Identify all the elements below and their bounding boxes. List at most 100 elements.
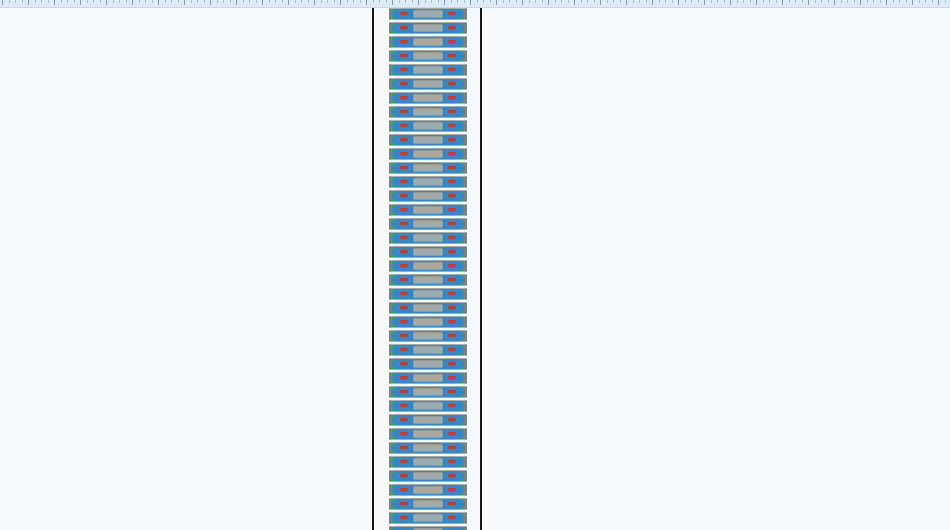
rack-rail-left[interactable]: [372, 8, 374, 530]
rack-unit[interactable]: [389, 498, 467, 510]
ruler-tick: [613, 0, 614, 3]
rack-unit[interactable]: [389, 190, 467, 202]
glue-point-icon: [462, 31, 464, 33]
rack-unit[interactable]: [389, 302, 467, 314]
ruler-tick: [789, 0, 790, 3]
glue-point-icon: [392, 157, 394, 159]
rack-unit[interactable]: [389, 134, 467, 146]
unit-ear-left: [389, 121, 392, 131]
unit-ear-left: [389, 331, 392, 341]
rack-unit[interactable]: [389, 442, 467, 454]
rack-unit[interactable]: [389, 176, 467, 188]
glue-point-icon: [392, 317, 394, 319]
ruler-tick: [256, 0, 257, 3]
rack-unit[interactable]: [389, 428, 467, 440]
glue-point-icon: [462, 339, 464, 341]
led-indicator-right: [448, 166, 456, 169]
rack-unit[interactable]: [389, 526, 467, 530]
unit-ear-left: [389, 79, 392, 89]
glue-point-icon: [462, 255, 464, 257]
glue-point-icon: [462, 345, 464, 347]
rack-unit[interactable]: [389, 484, 467, 496]
ruler-tick: [698, 0, 699, 3]
ruler-tick: [938, 0, 939, 5]
led-indicator-left: [400, 68, 408, 71]
led-indicator-left: [400, 446, 408, 449]
glue-point-icon: [462, 247, 464, 249]
rack-unit[interactable]: [389, 120, 467, 132]
led-indicator-left: [400, 376, 408, 379]
rack-unit[interactable]: [389, 316, 467, 328]
ruler-tick: [9, 0, 10, 3]
ruler-tick: [587, 0, 588, 3]
ruler-tick: [919, 0, 920, 3]
glue-point-icon: [392, 423, 394, 425]
rack-unit[interactable]: [389, 456, 467, 468]
rack-unit[interactable]: [389, 92, 467, 104]
ruler-tick: [438, 0, 439, 3]
glue-point-icon: [392, 107, 394, 109]
unit-ear-left: [389, 415, 392, 425]
led-indicator-right: [448, 26, 456, 29]
glue-point-icon: [462, 437, 464, 439]
rack-rail-right[interactable]: [480, 8, 482, 530]
rack-unit[interactable]: [389, 232, 467, 244]
rack-unit[interactable]: [389, 78, 467, 90]
glue-point-icon: [392, 255, 394, 257]
rack-unit[interactable]: [389, 344, 467, 356]
rack-unit[interactable]: [389, 64, 467, 76]
glue-point-icon: [392, 283, 394, 285]
unit-ear-left: [389, 345, 392, 355]
unit-ear-right: [464, 149, 467, 159]
drawing-canvas[interactable]: [0, 8, 950, 530]
rack-unit[interactable]: [389, 274, 467, 286]
rack-unit[interactable]: [389, 204, 467, 216]
rack-unit[interactable]: [389, 386, 467, 398]
ruler-tick: [282, 0, 283, 3]
ruler-tick: [340, 0, 341, 5]
glue-point-icon: [392, 143, 394, 145]
glue-point-icon: [462, 163, 464, 165]
led-indicator-right: [448, 68, 456, 71]
horizontal-ruler[interactable]: [0, 0, 950, 8]
rack-unit[interactable]: [389, 106, 467, 118]
rack-unit[interactable]: [389, 400, 467, 412]
glue-point-icon: [462, 227, 464, 229]
ruler-tick: [217, 0, 218, 3]
rack-unit[interactable]: [389, 162, 467, 174]
ruler-tick: [711, 0, 712, 3]
rack-unit[interactable]: [389, 330, 467, 342]
rack-unit[interactable]: [389, 8, 467, 20]
ruler-tick: [28, 0, 29, 5]
led-indicator-right: [448, 446, 456, 449]
glue-point-icon: [462, 485, 464, 487]
glue-point-icon: [392, 149, 394, 151]
led-indicator-right: [448, 152, 456, 155]
rack-unit[interactable]: [389, 50, 467, 62]
rack-unit[interactable]: [389, 148, 467, 160]
rack-unit[interactable]: [389, 218, 467, 230]
ruler-tick: [61, 0, 62, 3]
rack-unit[interactable]: [389, 260, 467, 272]
rack-unit[interactable]: [389, 372, 467, 384]
ruler-tick: [191, 0, 192, 3]
rack-unit[interactable]: [389, 512, 467, 524]
ruler-tick: [477, 0, 478, 3]
ruler-tick: [841, 0, 842, 3]
unit-ear-left: [389, 527, 392, 530]
unit-front-panel: [413, 234, 443, 242]
unit-ear-left: [389, 177, 392, 187]
rack-unit[interactable]: [389, 22, 467, 34]
rack-unit[interactable]: [389, 246, 467, 258]
ruler-tick: [899, 0, 900, 3]
rack-unit[interactable]: [389, 358, 467, 370]
unit-front-panel: [413, 52, 443, 60]
ruler-tick: [444, 0, 445, 5]
rack-unit[interactable]: [389, 288, 467, 300]
rack-unit[interactable]: [389, 470, 467, 482]
glue-point-icon: [392, 59, 394, 61]
rack-unit[interactable]: [389, 414, 467, 426]
rack-unit[interactable]: [389, 36, 467, 48]
glue-point-icon: [392, 9, 394, 11]
ruler-tick: [555, 0, 556, 3]
